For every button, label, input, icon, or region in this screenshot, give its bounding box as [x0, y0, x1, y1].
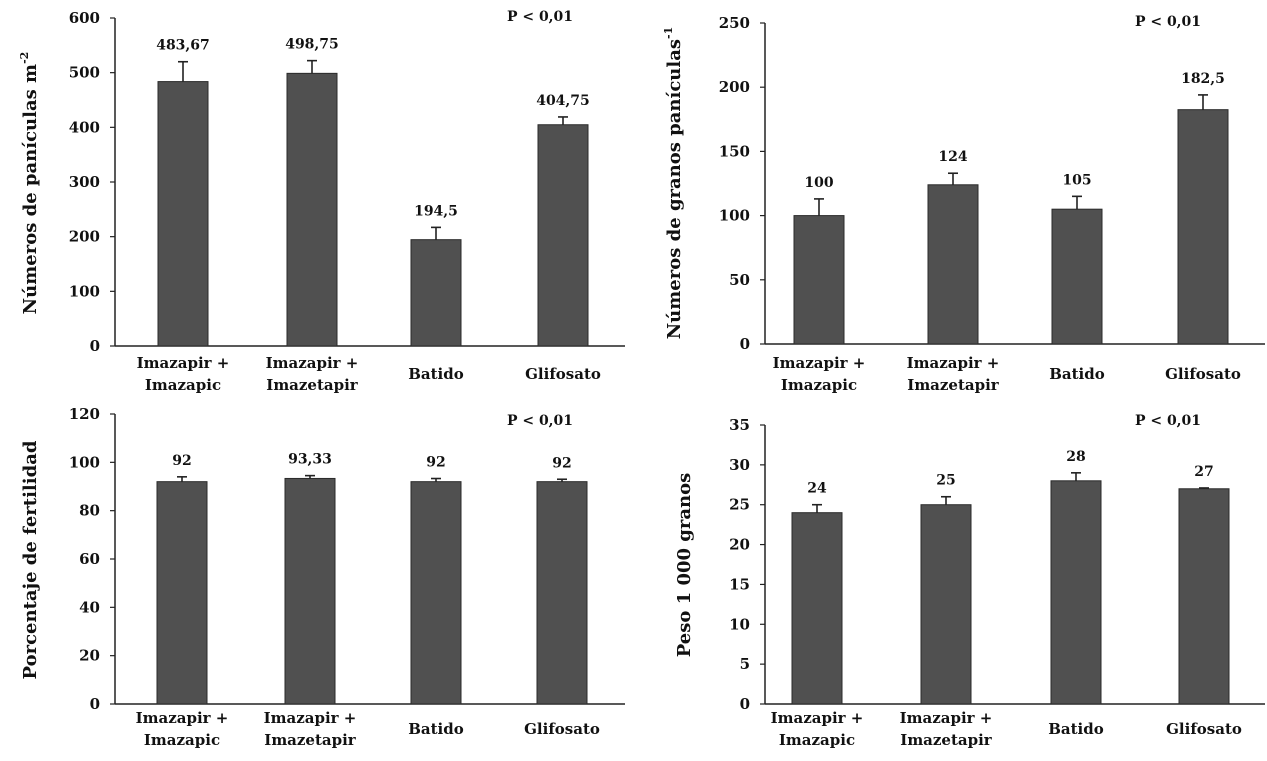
chart1-y-axis-label-text: Números de panículas m	[20, 64, 41, 314]
chart4-data-label: 27	[1194, 464, 1213, 480]
chart1-y-tick-label: 100	[69, 282, 100, 300]
chart3-y-tick-label: 100	[69, 453, 100, 471]
chart1-y-tick-label: 300	[69, 173, 100, 191]
chart4-y-tick-label: 25	[729, 496, 750, 514]
chart1-category-label: Imazapic	[145, 376, 221, 394]
chart4-y-tick-label: 0	[740, 695, 750, 713]
chart1-y-tick-label: 400	[69, 118, 100, 136]
chart1-y-axis-label: Números de panículas m-2	[18, 52, 41, 315]
chart1-bar	[537, 124, 589, 347]
chart2-p-value-annotation: P < 0,01	[1135, 14, 1201, 30]
chart3-category-label: Imazapic	[144, 731, 220, 749]
chart2-bar	[1177, 109, 1229, 345]
chart3-data-label: 92	[172, 453, 191, 469]
chart3-category-label: Glifosato	[524, 720, 600, 738]
chart1-data-label: 498,75	[285, 37, 339, 53]
chart2-y-axis-label-text: Números de granos panículas	[664, 39, 685, 339]
chart4-data-label: 24	[807, 481, 827, 497]
chart1-y-tick-label: 500	[69, 64, 100, 82]
chart3-p-value-annotation: P < 0,01	[507, 413, 573, 429]
chart4-category-label: Batido	[1048, 720, 1104, 738]
chart4-bar	[920, 504, 972, 705]
chart3-category-label: Batido	[408, 720, 464, 738]
chart1-data-label: 194,5	[414, 203, 458, 219]
chart2-data-label: 100	[804, 175, 833, 191]
chart2-y-tick-label: 50	[729, 271, 750, 289]
chart1-data-label: 404,75	[536, 93, 590, 109]
chart3-data-label: 93,33	[288, 452, 332, 468]
chart2-y-tick-label: 100	[719, 207, 750, 225]
chart2-category-label: Glifosato	[1165, 365, 1241, 383]
chart3-y-tick-label: 120	[69, 405, 100, 423]
chart2-bar	[927, 184, 979, 345]
chart1-y-tick-label: 0	[90, 337, 100, 355]
chart2-y-tick-label: 200	[719, 78, 750, 96]
chart3-bar	[410, 481, 462, 705]
chart2-bar	[1051, 208, 1103, 345]
chart1-data-label: 483,67	[156, 38, 210, 54]
chart3-y-tick-label: 80	[79, 502, 100, 520]
chart3-category-label: Imazapir +	[264, 709, 357, 727]
chart4-y-tick-label: 30	[729, 456, 750, 474]
chart2-category-label: Imazapir +	[773, 354, 866, 372]
chart1-category-label: Imazapir +	[266, 354, 359, 372]
chart4-bar	[791, 512, 843, 705]
chart3-y-tick-label: 60	[79, 550, 100, 568]
chart3-y-tick-label: 40	[79, 598, 100, 616]
chart1-bar	[286, 72, 338, 347]
chart4-y-tick-label: 10	[729, 615, 750, 633]
chart3-bar	[156, 481, 208, 705]
chart4-category-label: Imazapir +	[771, 709, 864, 727]
chart2-category-label: Imazapir +	[907, 354, 1000, 372]
chart4-data-label: 25	[936, 473, 955, 489]
chart2-data-label: 182,5	[1181, 71, 1225, 87]
chart4-category-label: Glifosato	[1166, 720, 1242, 738]
chart1-category-label: Imazapir +	[137, 354, 230, 372]
chart4-y-tick-label: 35	[729, 416, 750, 434]
chart2-category-label: Imazetapir	[907, 376, 1000, 394]
chart3-bar	[536, 481, 588, 705]
chart3-y-tick-label: 0	[90, 695, 100, 713]
chart1-y-tick-label: 200	[69, 228, 100, 246]
chart2-y-axis-label-superscript: -1	[662, 27, 675, 39]
chart4-y-tick-label: 20	[729, 536, 750, 554]
chart1-category-label: Batido	[408, 365, 464, 383]
chart1-y-tick-label: 600	[69, 9, 100, 27]
chart2-data-label: 124	[938, 149, 967, 165]
chart4-category-label: Imazetapir	[900, 731, 993, 749]
chart3-data-label: 92	[552, 455, 571, 471]
chart2-data-label: 105	[1062, 172, 1091, 188]
chart4-bar	[1050, 480, 1102, 705]
chart4-category-label: Imazapir +	[900, 709, 993, 727]
chart3-y-axis-label: Porcentaje de fertilidad	[20, 440, 41, 679]
chart3-category-label: Imazetapir	[264, 731, 357, 749]
chart4-data-label: 28	[1066, 449, 1085, 465]
chart1-category-label: Imazetapir	[266, 376, 359, 394]
chart4-y-tick-label: 5	[740, 655, 750, 673]
chart2-category-label: Imazapic	[781, 376, 857, 394]
chart3-bar	[284, 477, 336, 705]
chart4-category-label: Imazapic	[779, 731, 855, 749]
chart1-p-value-annotation: P < 0,01	[507, 9, 573, 25]
chart1-y-axis-label-superscript: -2	[18, 52, 31, 64]
chart2-category-label: Batido	[1049, 365, 1105, 383]
chart3-y-tick-label: 20	[79, 647, 100, 665]
chart4-p-value-annotation: P < 0,01	[1135, 413, 1201, 429]
chart2-bar	[793, 215, 845, 345]
chart1-bar	[410, 239, 462, 347]
chart1-category-label: Glifosato	[525, 365, 601, 383]
chart2-y-tick-label: 150	[719, 142, 750, 160]
chart2-y-tick-label: 0	[740, 335, 750, 353]
chart3-data-label: 92	[426, 455, 445, 471]
chart4-bar	[1178, 488, 1230, 705]
chart4-y-axis-label-text: Peso 1 000 granos	[674, 473, 695, 658]
chart4-y-axis-label: Peso 1 000 granos	[674, 473, 695, 658]
chart3-category-label: Imazapir +	[136, 709, 229, 727]
chart4-y-tick-label: 15	[729, 575, 750, 593]
chart2-y-tick-label: 250	[719, 14, 750, 32]
chart1-bar	[157, 81, 209, 347]
chart2-y-axis-label: Números de granos panículas-1	[662, 27, 685, 340]
chart3-y-axis-label-text: Porcentaje de fertilidad	[20, 440, 41, 679]
